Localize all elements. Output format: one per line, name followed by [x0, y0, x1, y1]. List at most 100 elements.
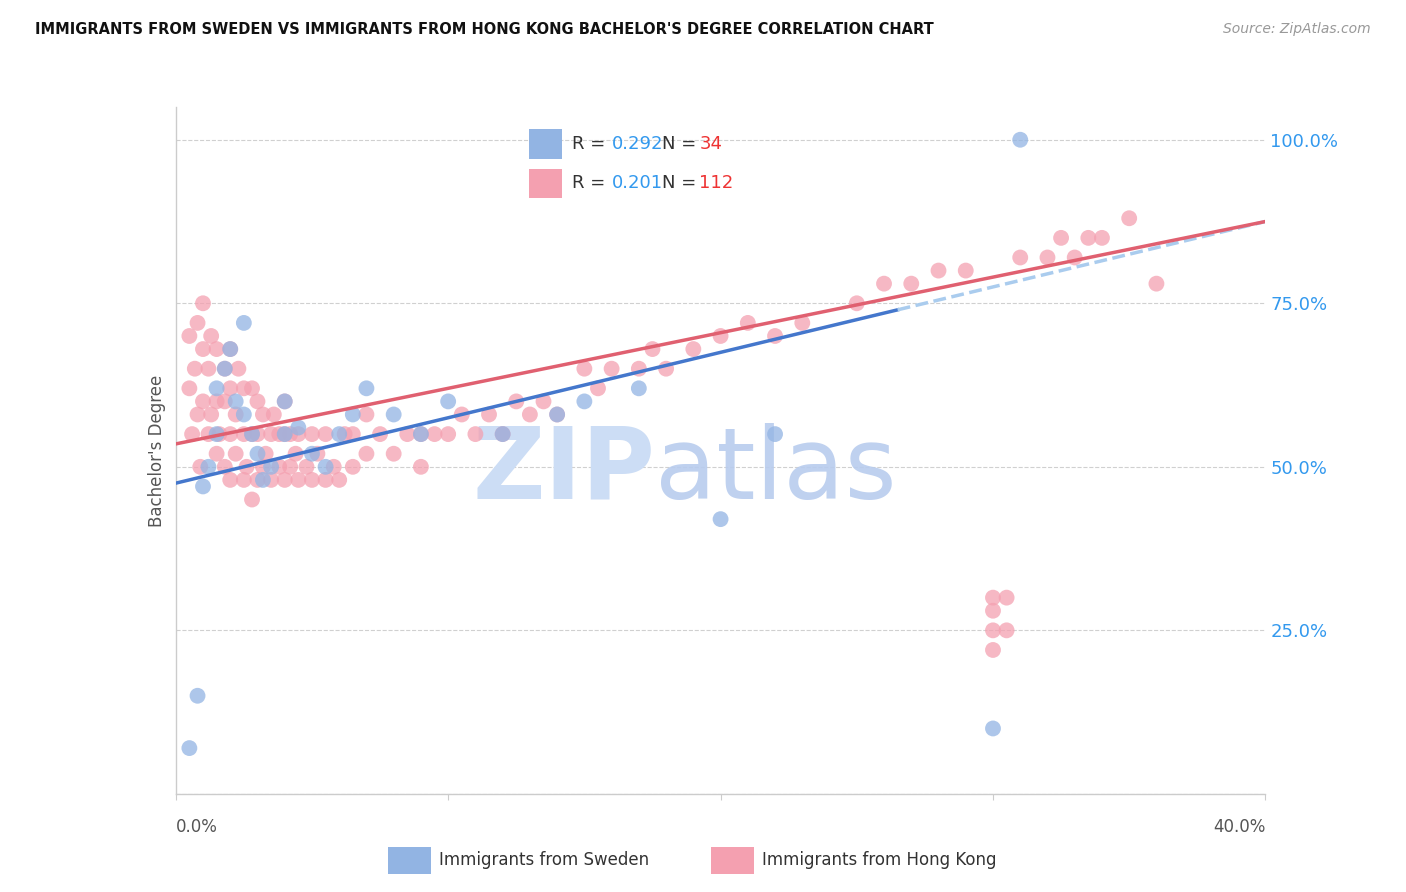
Point: [214, 459, 236, 474]
Point: [737, 316, 759, 330]
Point: [1010, 251, 1032, 265]
Point: [252, 473, 274, 487]
Point: [252, 459, 274, 474]
Point: [981, 643, 1004, 657]
Point: [179, 381, 201, 395]
Point: [214, 361, 236, 376]
Point: [600, 361, 623, 376]
Point: [240, 381, 263, 395]
Point: [179, 329, 201, 343]
Point: [274, 427, 297, 442]
Point: [763, 427, 786, 442]
Point: [225, 394, 247, 409]
Point: [382, 447, 405, 461]
Point: [274, 394, 297, 409]
Point: [240, 427, 263, 442]
Point: [301, 473, 323, 487]
Point: [252, 408, 274, 422]
Point: [342, 408, 364, 422]
Point: [1077, 231, 1099, 245]
Y-axis label: Bachelor's Degree: Bachelor's Degree: [148, 375, 166, 526]
Point: [981, 722, 1004, 736]
Point: [214, 361, 236, 376]
Point: [219, 342, 242, 356]
Text: Source: ZipAtlas.com: Source: ZipAtlas.com: [1223, 22, 1371, 37]
Point: [284, 447, 307, 461]
Point: [586, 381, 609, 395]
Text: ZIP: ZIP: [472, 423, 655, 519]
Point: [208, 427, 231, 442]
Point: [246, 394, 269, 409]
Point: [627, 361, 650, 376]
Point: [260, 459, 283, 474]
Point: [225, 447, 247, 461]
Point: [274, 473, 297, 487]
Text: N =: N =: [662, 175, 702, 193]
Point: [900, 277, 922, 291]
Point: [409, 427, 432, 442]
Point: [328, 427, 350, 442]
Point: [307, 447, 329, 461]
Point: [845, 296, 868, 310]
Point: [225, 408, 247, 422]
Point: [763, 329, 786, 343]
Point: [1036, 251, 1059, 265]
Point: [322, 459, 344, 474]
Point: [1010, 133, 1032, 147]
Point: [219, 427, 242, 442]
Text: 0.0%: 0.0%: [176, 818, 218, 836]
Point: [356, 408, 378, 422]
Point: [315, 459, 337, 474]
Point: [197, 427, 219, 442]
Point: [205, 427, 228, 442]
Point: [533, 394, 555, 409]
Point: [287, 473, 309, 487]
Text: 40.0%: 40.0%: [1213, 818, 1265, 836]
Point: [492, 427, 515, 442]
Point: [186, 408, 209, 422]
Point: [200, 408, 222, 422]
Point: [184, 361, 207, 376]
Point: [232, 381, 254, 395]
Point: [995, 624, 1018, 638]
Point: [315, 427, 337, 442]
Point: [995, 591, 1018, 605]
Point: [191, 342, 214, 356]
Point: [191, 394, 214, 409]
Point: [232, 316, 254, 330]
Point: [356, 381, 378, 395]
Point: [246, 427, 269, 442]
Point: [232, 408, 254, 422]
Text: Immigrants from Sweden: Immigrants from Sweden: [439, 851, 650, 870]
FancyBboxPatch shape: [529, 129, 561, 159]
Point: [191, 479, 214, 493]
Point: [278, 459, 301, 474]
Point: [710, 512, 733, 526]
Point: [287, 420, 309, 434]
Point: [205, 342, 228, 356]
Point: [219, 342, 242, 356]
Point: [641, 342, 664, 356]
Point: [287, 427, 309, 442]
Point: [188, 459, 211, 474]
Text: 112: 112: [699, 175, 734, 193]
Text: Immigrants from Hong Kong: Immigrants from Hong Kong: [762, 851, 997, 870]
Point: [1063, 251, 1085, 265]
Point: [219, 381, 242, 395]
Point: [301, 447, 323, 461]
Text: 0.292: 0.292: [612, 135, 664, 153]
Point: [492, 427, 515, 442]
Point: [200, 329, 222, 343]
Point: [232, 427, 254, 442]
FancyBboxPatch shape: [388, 847, 432, 874]
Point: [328, 473, 350, 487]
Point: [269, 459, 291, 474]
Point: [519, 408, 541, 422]
Point: [269, 427, 291, 442]
Point: [1118, 211, 1140, 226]
Point: [240, 427, 263, 442]
Point: [240, 492, 263, 507]
Point: [955, 263, 977, 277]
Point: [181, 427, 204, 442]
Point: [191, 296, 214, 310]
